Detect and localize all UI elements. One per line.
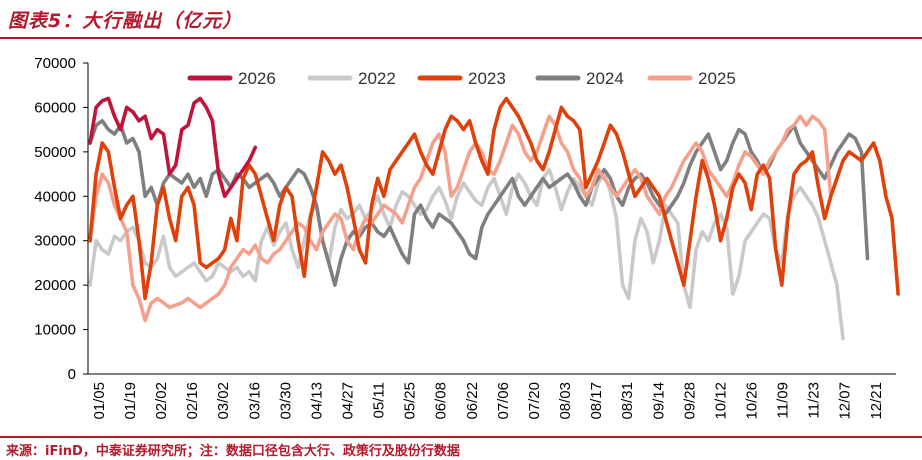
legend-item-2025: 2025 xyxy=(647,69,736,88)
x-tick: 11/23 xyxy=(806,382,823,418)
legend-label: 2022 xyxy=(358,69,396,88)
x-tick-label: 09/14 xyxy=(650,382,667,420)
x-tick: 03/30 xyxy=(277,382,294,420)
x-tick: 09/28 xyxy=(681,382,698,420)
legend-label: 2025 xyxy=(698,69,736,88)
x-tick-label: 03/16 xyxy=(246,382,263,420)
x-tick: 12/21 xyxy=(868,382,885,420)
x-tick: 12/07 xyxy=(837,382,854,420)
y-tick-label: 0 xyxy=(68,366,76,383)
x-tick-label: 04/27 xyxy=(339,382,356,420)
y-tick-label: 20000 xyxy=(34,277,76,294)
x-tick: 04/27 xyxy=(339,382,356,420)
legend-item-2024: 2024 xyxy=(535,69,624,88)
x-tick-label: 06/22 xyxy=(464,382,481,420)
title-bar: 图表5：大行融出（亿元） xyxy=(0,0,922,38)
x-tick-label: 05/25 xyxy=(402,382,419,420)
series-lines xyxy=(88,96,900,341)
x-tick: 01/19 xyxy=(122,382,139,420)
top-divider xyxy=(0,37,922,39)
x-tick-label: 03/02 xyxy=(215,382,232,420)
x-tick-label: 12/07 xyxy=(837,382,854,420)
x-tick: 06/08 xyxy=(433,382,450,420)
x-tick: 05/25 xyxy=(402,382,419,420)
x-tick-label: 07/06 xyxy=(495,382,512,420)
x-tick: 08/31 xyxy=(619,382,636,420)
x-tick-label: 02/16 xyxy=(184,382,201,420)
x-tick-label: 08/03 xyxy=(557,382,574,420)
y-tick-label: 40000 xyxy=(34,188,76,205)
x-tick-label: 10/12 xyxy=(712,382,729,420)
legend-label: 2026 xyxy=(238,69,276,88)
x-tick-label: 01/19 xyxy=(122,382,139,420)
legend-label: 2023 xyxy=(468,69,506,88)
x-tick: 08/03 xyxy=(557,382,574,420)
x-tick: 02/02 xyxy=(153,382,170,420)
x-tick-label: 01/05 xyxy=(91,382,108,420)
x-tick: 02/16 xyxy=(184,382,201,420)
x-tick-label: 10/26 xyxy=(743,382,760,420)
legend-label: 2024 xyxy=(586,69,624,88)
y-tick-label: 10000 xyxy=(34,322,76,339)
x-tick: 03/16 xyxy=(246,382,263,420)
x-tick-label: 08/17 xyxy=(588,382,605,420)
x-tick: 09/14 xyxy=(650,382,667,420)
x-tick: 05/11 xyxy=(371,382,388,418)
bottom-divider xyxy=(0,436,922,438)
x-tick: 08/17 xyxy=(588,382,605,420)
source-note: 来源：iFinD，中泰证券研究所；注：数据口径包含大行、政策行及股份行数据 xyxy=(6,444,460,459)
series-line-2023 xyxy=(88,96,900,301)
legend-item-2023: 2023 xyxy=(417,69,506,88)
x-tick-label: 06/08 xyxy=(433,382,450,420)
x-tick-label: 02/02 xyxy=(153,382,170,420)
y-tick-label: 30000 xyxy=(34,233,76,250)
x-tick-label: 03/30 xyxy=(277,382,294,420)
series-line-2025 xyxy=(88,114,833,323)
x-tick-label: 11/09 xyxy=(775,382,792,418)
x-tick: 06/22 xyxy=(464,382,481,420)
legend-item-2022: 2022 xyxy=(307,69,396,88)
x-tick-label: 08/31 xyxy=(619,382,636,420)
legend: 2026 2022 2023 2024 2025 xyxy=(187,69,736,88)
x-tick-label: 12/21 xyxy=(868,382,885,420)
y-tick-label: 50000 xyxy=(34,144,76,161)
x-tick-label: 05/11 xyxy=(371,382,388,418)
legend-item-2026: 2026 xyxy=(187,69,276,88)
y-tick-labels: 0 10000 20000 30000 40000 50000 60000 70000 xyxy=(34,55,76,383)
x-tick: 10/12 xyxy=(712,382,729,420)
x-tick: 03/02 xyxy=(215,382,232,420)
x-tick-labels: 01/05 01/19 02/02 02/16 03/02 03/16 03/30 04/13… xyxy=(91,382,885,420)
series-line-2026 xyxy=(88,96,258,199)
x-tick-label: 07/20 xyxy=(526,382,543,420)
x-tick: 07/20 xyxy=(526,382,543,420)
line-chart: 0 10000 20000 30000 40000 50000 60000 70000 01/… xyxy=(34,55,900,420)
x-tick: 01/05 xyxy=(91,382,108,420)
x-tick: 07/06 xyxy=(495,382,512,420)
y-tick-label: 70000 xyxy=(34,55,76,72)
x-tick-label: 04/13 xyxy=(308,382,325,420)
x-tick-label: 09/28 xyxy=(681,382,698,420)
x-tick-label: 11/23 xyxy=(806,382,823,418)
chart-title: 图表5：大行融出（亿元） xyxy=(8,10,243,32)
y-tick-label: 60000 xyxy=(34,99,76,116)
x-tick: 11/09 xyxy=(775,382,792,418)
x-tick: 10/26 xyxy=(743,382,760,420)
x-tick: 04/13 xyxy=(308,382,325,420)
chart-axes xyxy=(83,62,896,375)
